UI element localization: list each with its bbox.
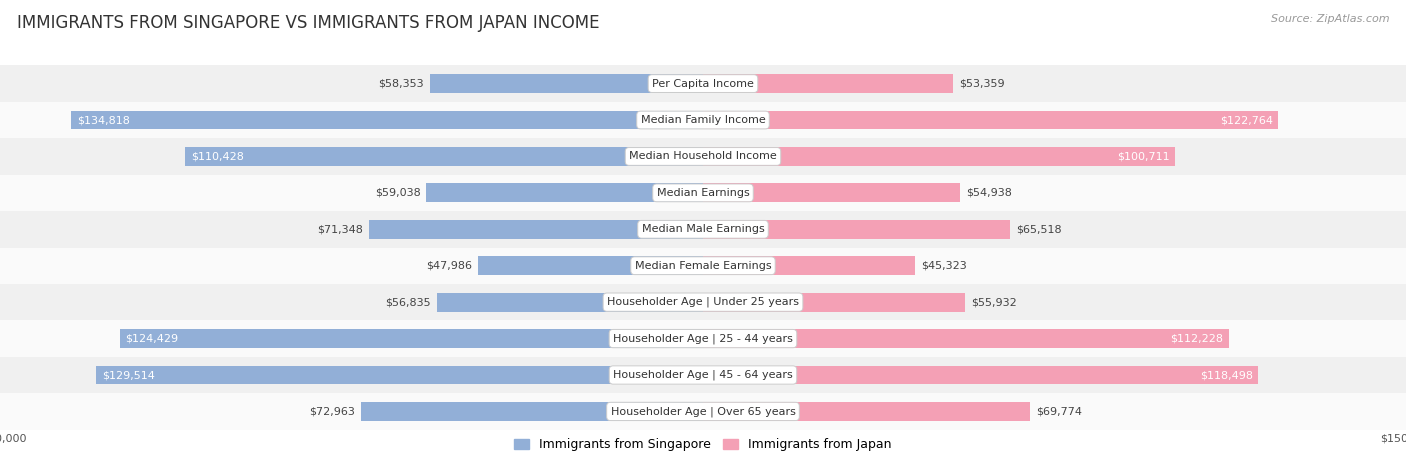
Text: $53,359: $53,359: [959, 78, 1004, 89]
Bar: [437, 293, 703, 311]
Text: $134,818: $134,818: [77, 115, 129, 125]
Bar: [703, 147, 1175, 166]
Bar: [703, 184, 960, 202]
FancyBboxPatch shape: [0, 211, 1406, 248]
Bar: [72, 111, 703, 129]
Text: $129,514: $129,514: [101, 370, 155, 380]
Text: Median Family Income: Median Family Income: [641, 115, 765, 125]
Bar: [361, 402, 703, 421]
Text: Median Household Income: Median Household Income: [628, 151, 778, 162]
FancyBboxPatch shape: [0, 357, 1406, 393]
Text: $122,764: $122,764: [1220, 115, 1272, 125]
Text: IMMIGRANTS FROM SINGAPORE VS IMMIGRANTS FROM JAPAN INCOME: IMMIGRANTS FROM SINGAPORE VS IMMIGRANTS …: [17, 14, 599, 32]
Text: $65,518: $65,518: [1015, 224, 1062, 234]
FancyBboxPatch shape: [0, 65, 1406, 102]
Text: $110,428: $110,428: [191, 151, 245, 162]
Text: $45,323: $45,323: [921, 261, 967, 271]
Text: Median Male Earnings: Median Male Earnings: [641, 224, 765, 234]
Bar: [703, 74, 953, 93]
Bar: [429, 74, 703, 93]
Bar: [703, 366, 1258, 384]
Text: $72,963: $72,963: [309, 406, 356, 417]
Bar: [426, 184, 703, 202]
Bar: [96, 366, 703, 384]
Bar: [703, 329, 1229, 348]
Text: $118,498: $118,498: [1199, 370, 1253, 380]
Text: Median Female Earnings: Median Female Earnings: [634, 261, 772, 271]
Bar: [186, 147, 703, 166]
Text: $100,711: $100,711: [1116, 151, 1170, 162]
FancyBboxPatch shape: [0, 138, 1406, 175]
FancyBboxPatch shape: [0, 248, 1406, 284]
Text: $59,038: $59,038: [375, 188, 420, 198]
Bar: [703, 111, 1278, 129]
Text: $58,353: $58,353: [378, 78, 423, 89]
Text: $54,938: $54,938: [966, 188, 1012, 198]
Text: $56,835: $56,835: [385, 297, 432, 307]
Bar: [703, 256, 915, 275]
Text: Householder Age | 45 - 64 years: Householder Age | 45 - 64 years: [613, 370, 793, 380]
Text: Per Capita Income: Per Capita Income: [652, 78, 754, 89]
Text: $55,932: $55,932: [970, 297, 1017, 307]
FancyBboxPatch shape: [0, 320, 1406, 357]
Text: $112,228: $112,228: [1170, 333, 1223, 344]
Bar: [478, 256, 703, 275]
FancyBboxPatch shape: [0, 175, 1406, 211]
Text: Median Earnings: Median Earnings: [657, 188, 749, 198]
Text: $69,774: $69,774: [1036, 406, 1081, 417]
Bar: [703, 293, 965, 311]
Bar: [368, 220, 703, 239]
Text: Householder Age | Under 25 years: Householder Age | Under 25 years: [607, 297, 799, 307]
FancyBboxPatch shape: [0, 102, 1406, 138]
FancyBboxPatch shape: [0, 393, 1406, 430]
Text: $47,986: $47,986: [426, 261, 472, 271]
Text: $124,429: $124,429: [125, 333, 179, 344]
Legend: Immigrants from Singapore, Immigrants from Japan: Immigrants from Singapore, Immigrants fr…: [509, 433, 897, 456]
Text: $71,348: $71,348: [318, 224, 363, 234]
Text: Source: ZipAtlas.com: Source: ZipAtlas.com: [1271, 14, 1389, 24]
Bar: [703, 220, 1010, 239]
Text: Householder Age | Over 65 years: Householder Age | Over 65 years: [610, 406, 796, 417]
FancyBboxPatch shape: [0, 284, 1406, 320]
Bar: [703, 402, 1031, 421]
Text: Householder Age | 25 - 44 years: Householder Age | 25 - 44 years: [613, 333, 793, 344]
Bar: [120, 329, 703, 348]
